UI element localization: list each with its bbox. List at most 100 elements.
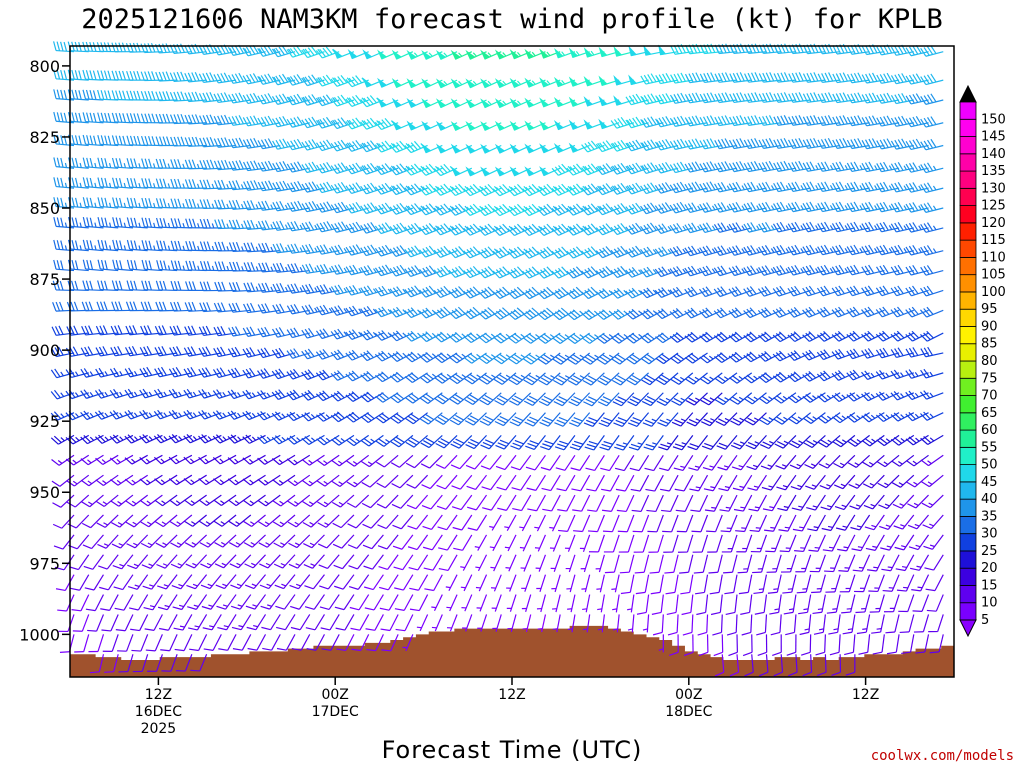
wind-barb (758, 115, 782, 126)
wind-barb (199, 199, 222, 210)
colorbar-label: 10 (981, 596, 998, 611)
wind-barb (125, 494, 149, 507)
wind-barb (920, 73, 944, 86)
wind-barb (611, 332, 635, 344)
wind-barb (596, 574, 605, 593)
wind-barb (374, 244, 399, 257)
wind-barb (640, 246, 664, 258)
wind-barb (699, 115, 723, 127)
terrain-surface (70, 625, 954, 677)
wind-barb (905, 369, 929, 379)
wind-barb (214, 219, 237, 230)
wind-barb (832, 138, 855, 149)
wind-barb (466, 494, 488, 511)
wind-barb (552, 594, 561, 613)
wind-barb (611, 372, 635, 386)
wind-barb (856, 614, 871, 635)
wind-barb (848, 474, 871, 489)
wind-barb (271, 45, 296, 58)
wind-barb (832, 92, 855, 104)
wind-barb (905, 244, 929, 256)
wind-barb (87, 614, 105, 632)
wind-barb (708, 554, 723, 574)
wind-barb (184, 301, 207, 312)
wind-barb (567, 594, 576, 613)
wind-barb (80, 346, 104, 357)
wind-barb (728, 331, 753, 343)
wind-barb (126, 534, 149, 549)
wind-barb (669, 286, 694, 298)
wind-barb (713, 634, 724, 657)
colorbar: 5 10 15 20 25 30 35 40 45 50 55 60 65 70 75 80 85 90 95 100… (959, 84, 1006, 638)
wind-barb (419, 285, 443, 298)
wind-barb (582, 352, 605, 365)
colorbar-swatch (959, 412, 977, 431)
wind-barb (717, 454, 738, 471)
wind-barb (654, 161, 679, 174)
wind-barb (317, 514, 340, 528)
wind-barb (302, 514, 325, 528)
wind-barb (52, 494, 75, 508)
colorbar-over (959, 84, 977, 103)
wind-barb (536, 594, 547, 613)
wind-barb (552, 332, 576, 344)
wind-barb (102, 634, 119, 652)
wind-barb (331, 494, 355, 508)
wind-barb (213, 137, 237, 148)
wind-barb (581, 332, 605, 344)
wind-barb (905, 285, 929, 297)
wind-barb (832, 181, 855, 193)
wind-barb (573, 514, 591, 533)
wind-barb (448, 332, 473, 343)
wind-barb (58, 614, 75, 633)
wind-barb (406, 474, 429, 489)
wind-barb (346, 494, 370, 508)
wind-barb (301, 161, 325, 174)
wind-barb (896, 574, 915, 592)
wind-barb (744, 412, 767, 426)
wind-barb (257, 326, 281, 338)
wind-barb (773, 392, 797, 404)
wind-barb (597, 594, 605, 613)
wind-barb (787, 244, 811, 256)
wind-barb (684, 331, 708, 343)
wind-barb (153, 409, 178, 420)
wind-barb (786, 634, 797, 656)
wind-barb (743, 115, 767, 126)
wind-barb (168, 366, 193, 378)
wind-barb (476, 594, 488, 612)
wind-barb (876, 454, 900, 468)
wind-barb (802, 181, 826, 193)
wind-barb (95, 474, 119, 486)
wind-barb (227, 72, 251, 84)
wind-barb (464, 392, 487, 406)
wind-barb (861, 221, 885, 233)
wind-barb (170, 554, 193, 569)
wind-barb (861, 434, 885, 447)
wind-barb (550, 554, 561, 572)
wind-barb (928, 614, 944, 633)
wind-barb (905, 202, 929, 213)
wind-barb (537, 332, 561, 344)
wind-barb (423, 554, 443, 571)
wind-barb (667, 614, 679, 636)
wind-barb (110, 325, 133, 336)
wind-barb (80, 454, 104, 466)
wind-barb (95, 346, 119, 357)
wind-barb (184, 514, 207, 527)
wind-barb (257, 200, 281, 211)
wind-barb (273, 554, 296, 569)
wind-barb (831, 221, 855, 233)
wind-barb (832, 412, 856, 424)
wind-barb (482, 494, 502, 511)
wind-barb (461, 594, 473, 612)
wind-barb (890, 181, 914, 193)
wind-barb (117, 634, 134, 652)
wind-barb (770, 614, 782, 636)
wind-barb (831, 285, 856, 297)
wind-barb (374, 222, 399, 235)
wind-barb (448, 286, 473, 299)
wind-barb (303, 534, 325, 549)
wind-barb (53, 111, 75, 124)
wind-barb (364, 574, 384, 591)
